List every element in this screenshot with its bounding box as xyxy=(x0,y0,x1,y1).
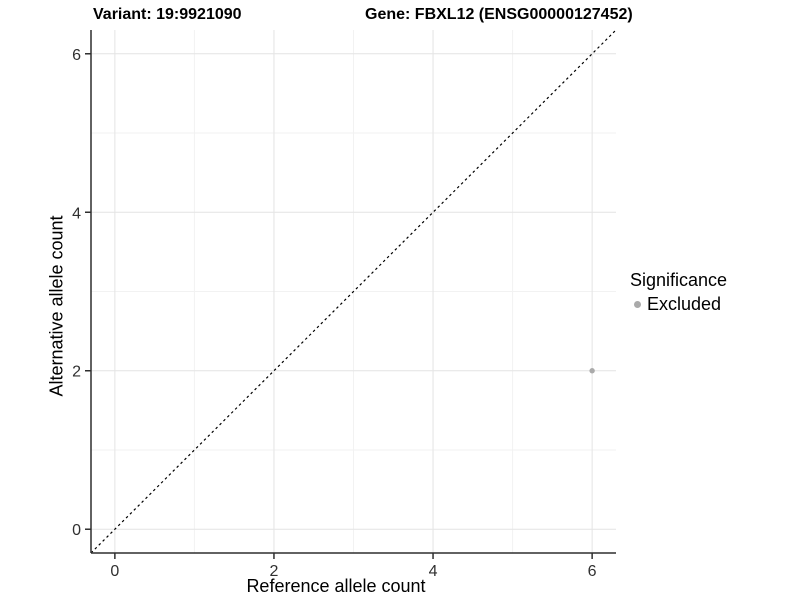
x-axis-title: Reference allele count xyxy=(246,576,426,596)
legend-entry-label: Excluded xyxy=(647,294,722,314)
y-tick-label: 0 xyxy=(72,522,81,539)
x-tick-label: 2 xyxy=(270,563,279,580)
plot-title-gene: Gene: FBXL12 (ENSG00000127452) xyxy=(365,6,633,23)
excluded-point-icon xyxy=(634,301,641,308)
x-tick-label: 4 xyxy=(429,563,438,580)
legend: Significance Excluded xyxy=(630,270,727,315)
y-tick-label: 4 xyxy=(72,205,81,222)
legend-title: Significance xyxy=(630,270,728,290)
y-tick-label: 6 xyxy=(72,47,81,64)
identity-line xyxy=(90,29,617,554)
legend-entry-excluded: Excluded xyxy=(630,294,727,315)
y-tick-label: 2 xyxy=(72,364,81,381)
plot-title-variant: Variant: 19:9921090 xyxy=(93,6,242,23)
x-tick-label: 0 xyxy=(110,563,119,580)
x-tick-label: 6 xyxy=(588,563,597,580)
data-point xyxy=(589,368,595,374)
y-axis-title: Alternative allele count xyxy=(46,215,67,397)
